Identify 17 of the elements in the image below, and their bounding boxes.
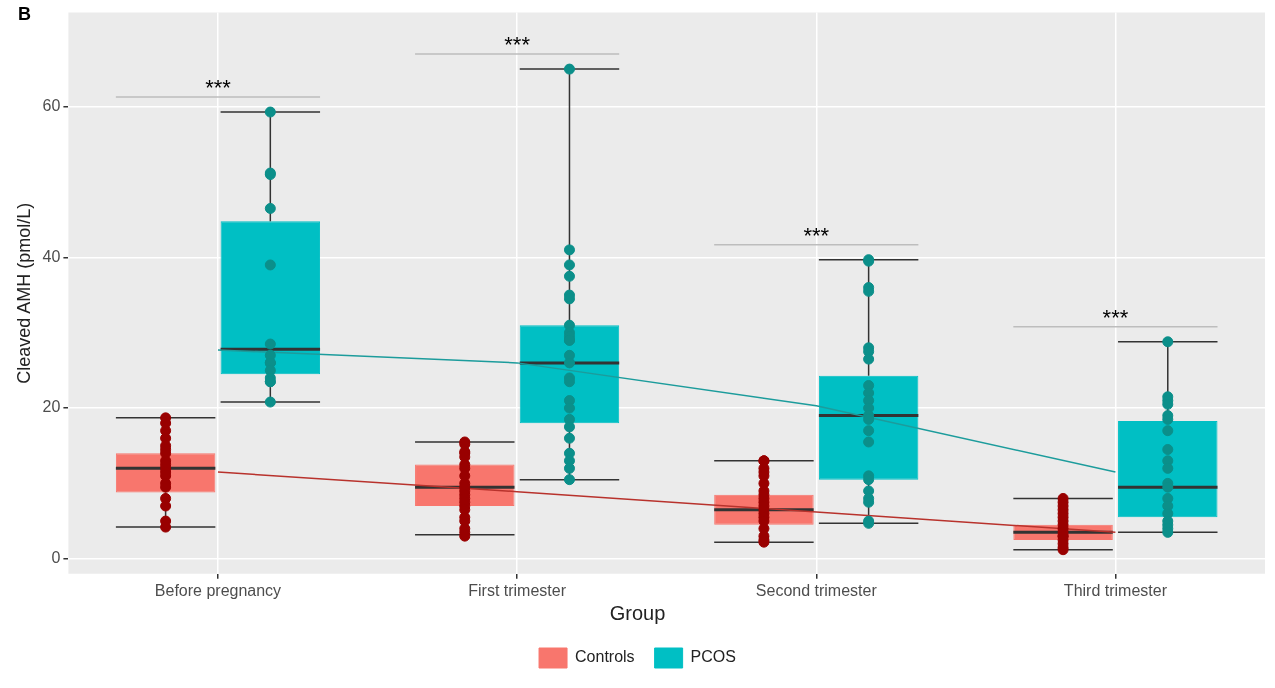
text: B	[18, 4, 31, 25]
annotation: ***	[803, 222, 830, 248]
y-axis-title: Cleaved AMH (pmol/L)	[13, 202, 34, 384]
x-tick-label: First trimester	[468, 581, 567, 599]
y-tick-label: 20	[42, 398, 61, 416]
y-tick-label: 60	[42, 97, 61, 115]
y-tick-label: 0	[51, 549, 61, 567]
x-tick-label: Third trimester	[1063, 581, 1168, 599]
annotation: ***	[205, 75, 232, 101]
legend-label: Controls	[575, 648, 635, 666]
annotation: ***	[504, 32, 531, 58]
legend-title: Group	[609, 601, 666, 624]
x-tick-label: Before pregnancy	[154, 581, 282, 599]
annotation: ***	[1102, 304, 1129, 330]
y-tick-label: 40	[42, 247, 61, 265]
x-tick-label: Second trimester	[755, 581, 878, 599]
legend-label: PCOS	[690, 648, 736, 666]
